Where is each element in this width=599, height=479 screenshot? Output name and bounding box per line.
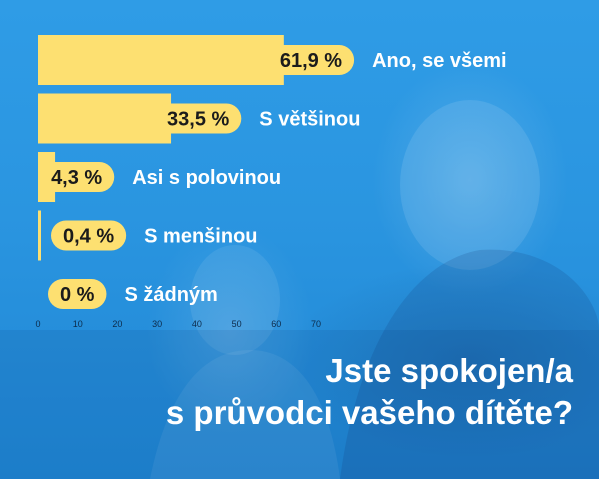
value-pill-2 bbox=[155, 103, 242, 134]
x-tick-50: 50 bbox=[232, 319, 242, 329]
value-pill-1 bbox=[267, 45, 355, 75]
category-label-4: S menšinou bbox=[144, 226, 257, 248]
value-label-2: 33,5 % bbox=[167, 109, 229, 131]
value-label-1: 61,9 % bbox=[280, 50, 342, 72]
bar-1 bbox=[38, 35, 284, 85]
bar-chart: 61,9 % Ano, se všemi 33,5 % S většinou 4,3 %… bbox=[35, 35, 507, 329]
value-pill-3 bbox=[39, 162, 115, 192]
title-line-2: s průvodci vašeho dítěte? bbox=[165, 394, 573, 431]
category-label-3: Asi s polovinou bbox=[132, 167, 281, 189]
x-tick-60: 60 bbox=[271, 319, 281, 329]
x-tick-10: 10 bbox=[73, 319, 83, 329]
x-tick-40: 40 bbox=[192, 319, 202, 329]
value-label-5: 0 % bbox=[60, 284, 95, 306]
bar-2 bbox=[38, 93, 172, 144]
value-pill-5 bbox=[48, 279, 107, 309]
title-line-1: Jste spokojen/a bbox=[325, 352, 573, 389]
value-pill-4 bbox=[51, 220, 127, 251]
category-label-1: Ano, se všemi bbox=[372, 50, 507, 72]
x-tick-70: 70 bbox=[311, 319, 321, 329]
value-label-4: 0,4 % bbox=[63, 226, 114, 248]
x-tick-0: 0 bbox=[35, 319, 40, 329]
x-tick-20: 20 bbox=[112, 319, 122, 329]
chart-title: Jste spokojen/a s průvodci vašeho dítěte… bbox=[153, 350, 573, 434]
x-tick-30: 30 bbox=[152, 319, 162, 329]
value-label-3: 4,3 % bbox=[51, 167, 102, 189]
category-label-5: S žádným bbox=[124, 284, 217, 306]
category-label-2: S většinou bbox=[259, 109, 360, 131]
bar-4 bbox=[38, 210, 41, 261]
